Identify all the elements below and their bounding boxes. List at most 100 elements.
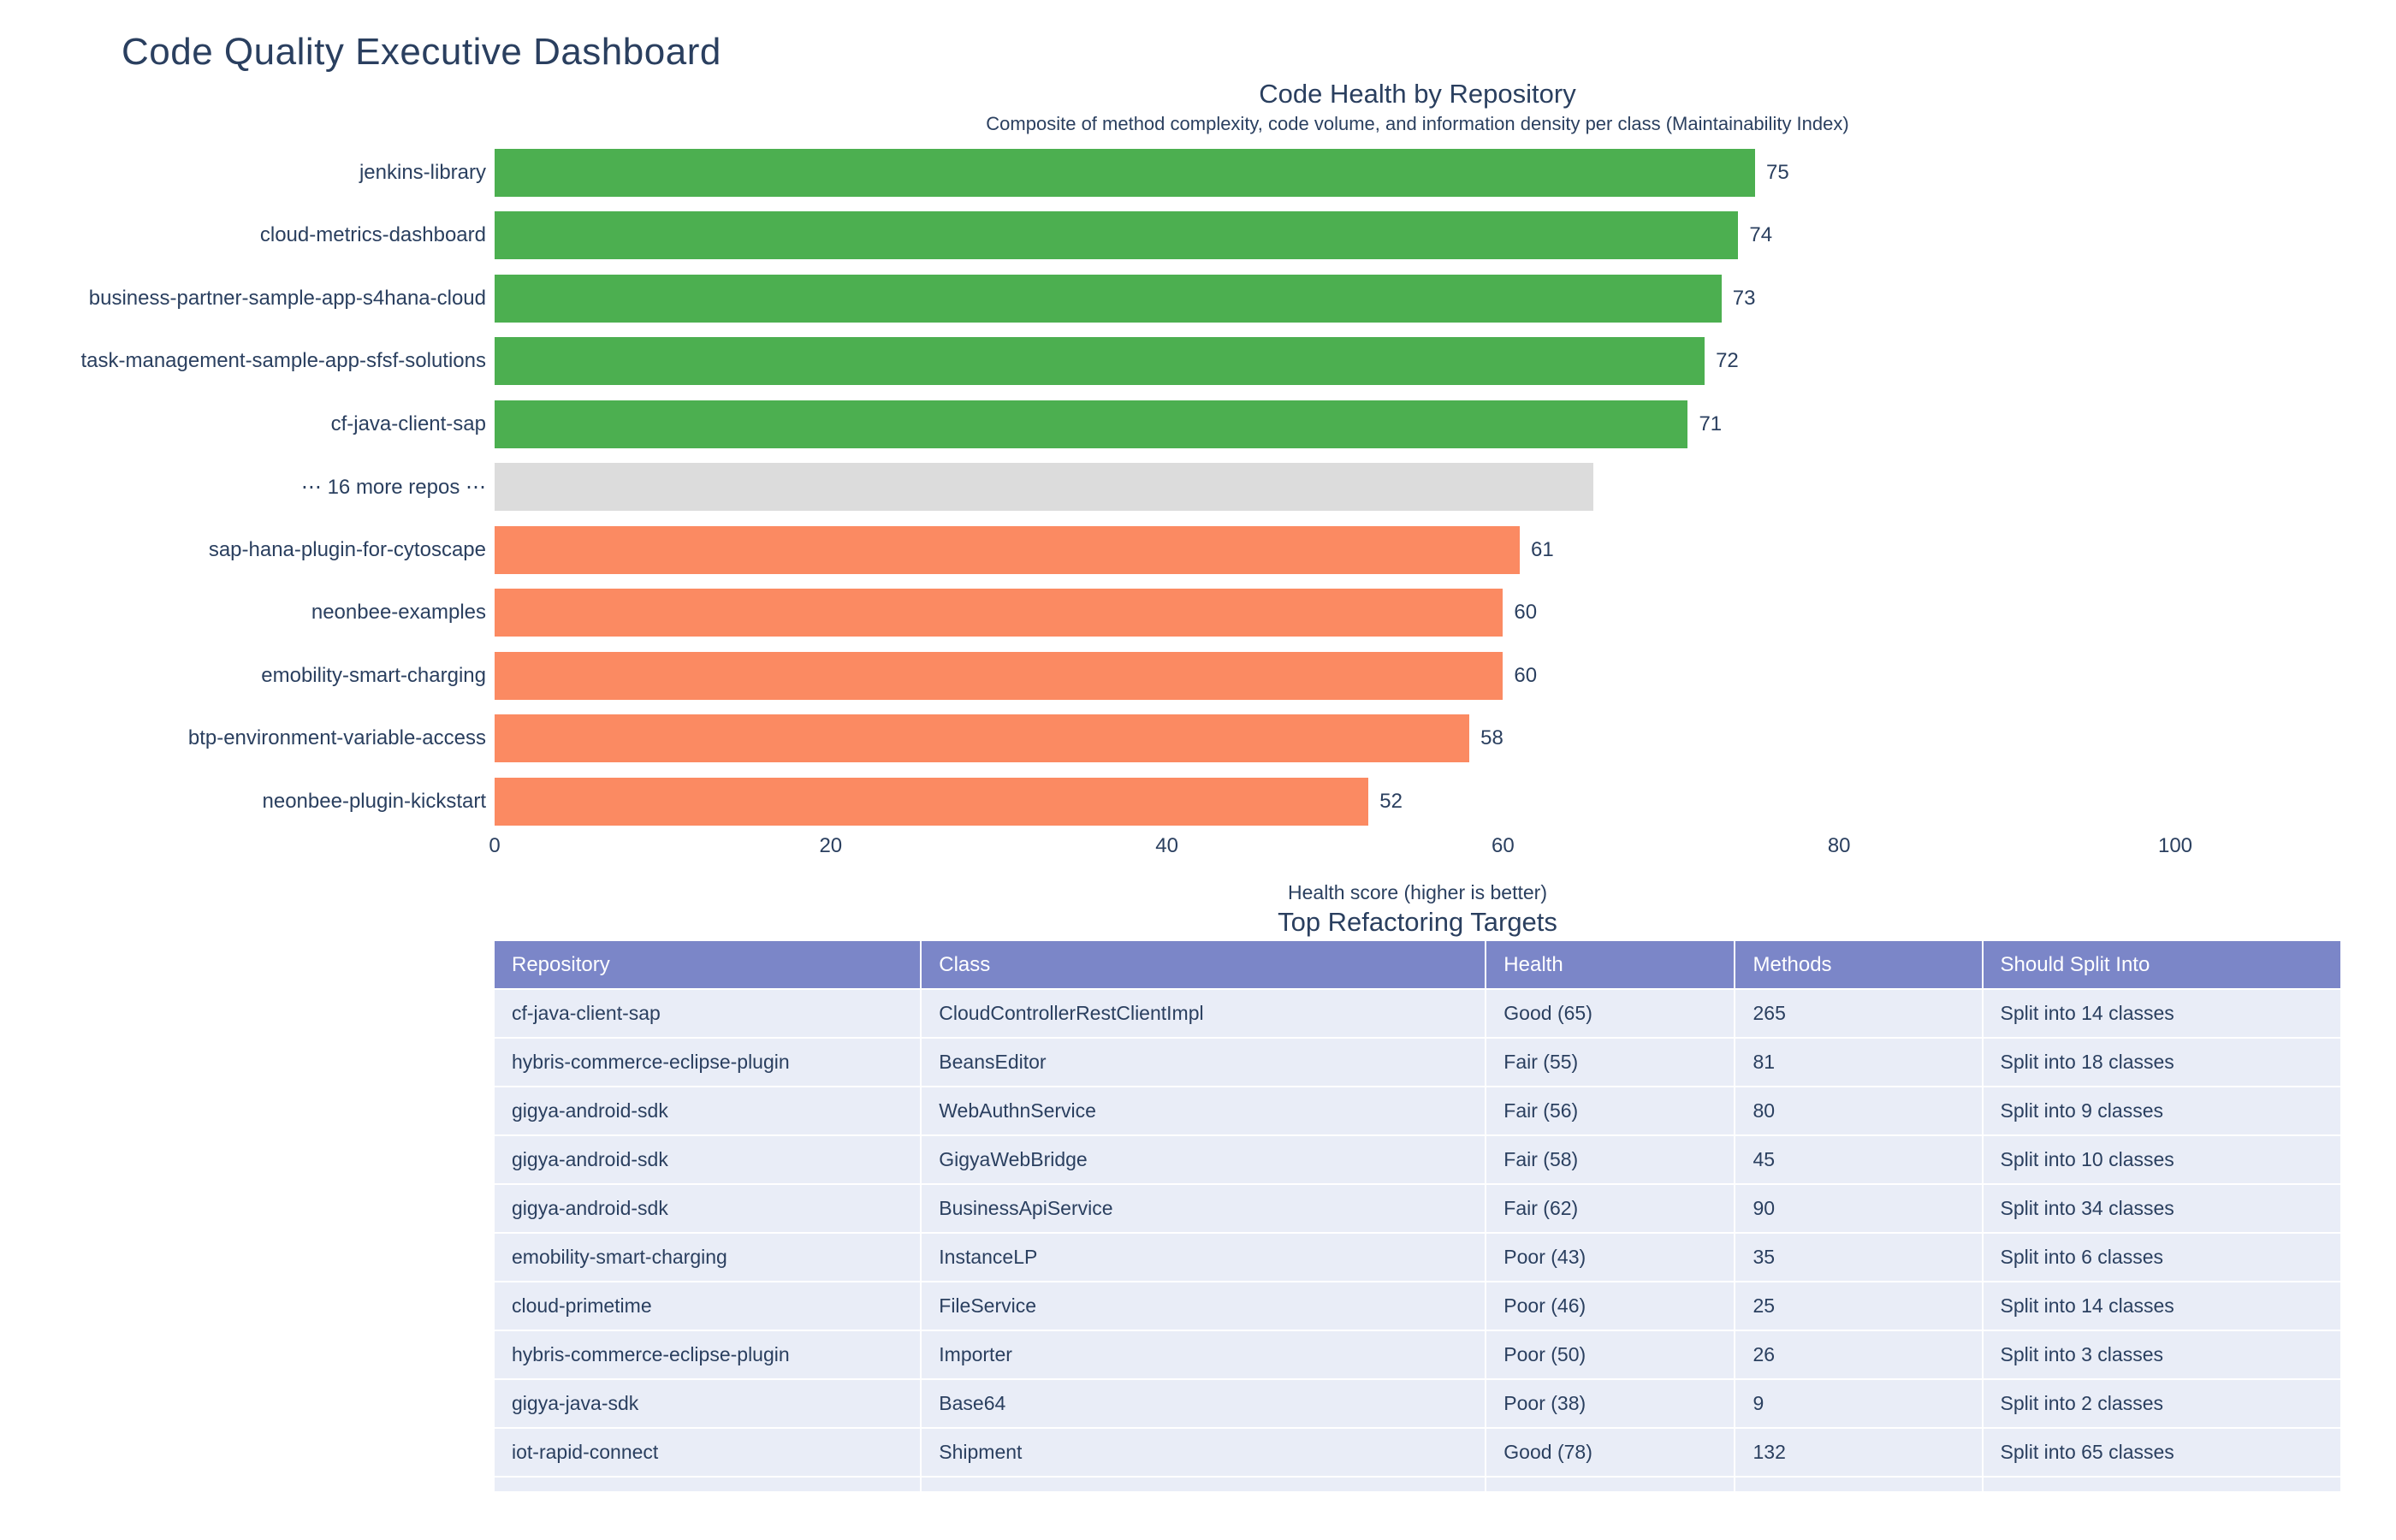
- table-cell: Split into 14 classes: [1982, 1282, 2340, 1331]
- table-header-row: Repository Class Health Methods Should Split…: [495, 941, 2340, 990]
- bar-category-label: btp-environment-variable-access: [187, 726, 486, 750]
- bar-fill: [495, 651, 1503, 700]
- x-tick-label: 100: [2157, 834, 2193, 857]
- table-cell: Good (65): [1486, 989, 1736, 1039]
- table-row: hybris-commerce-eclipse-plugin BeansEdito…: [495, 1038, 2340, 1087]
- bar-fill: [495, 714, 1470, 763]
- bar-category-label: task-management-sample-app-sfsf-solution…: [80, 349, 486, 373]
- bar-fill: [495, 463, 1594, 512]
- table-header: Repository Class Health Methods Should Split…: [495, 941, 2340, 990]
- bar-track: 71: [495, 400, 2175, 448]
- table-cell: GigyaWebBridge: [921, 1135, 1487, 1185]
- table-cell: Split into 10 classes: [1982, 1135, 2340, 1185]
- x-tick-label: 40: [1155, 834, 1178, 857]
- table-cell: 80: [1735, 1087, 1984, 1136]
- table-cell: Fair (57): [1486, 1477, 1736, 1491]
- bar-row: jenkins-library 75: [0, 141, 2175, 204]
- table-cell: 9: [1735, 1379, 1984, 1429]
- table-cell: Fair (56): [1486, 1087, 1736, 1136]
- table-header-cell: Class: [921, 941, 1487, 990]
- table-cell: Car: [921, 1477, 1487, 1491]
- page-title: Code Quality Executive Dashboard: [122, 31, 721, 73]
- bar-row: emobility-smart-charging 60: [0, 644, 2175, 708]
- table-body: cf-java-client-sap CloudControllerRestCli…: [495, 989, 2340, 1491]
- bar-value-label: 60: [1514, 601, 1538, 625]
- bar-row: cf-java-client-sap 71: [0, 393, 2175, 456]
- table-cell: Poor (43): [1486, 1233, 1736, 1282]
- bar-value-label: 58: [1480, 726, 1503, 750]
- bar-category-label: ⋯ 16 more repos ⋯: [300, 475, 486, 499]
- table-cell: Importer: [921, 1330, 1487, 1380]
- table-cell: gigya-java-sdk: [495, 1379, 922, 1429]
- bar-category-label: cf-java-client-sap: [330, 412, 486, 435]
- bar-track: [495, 463, 2175, 512]
- bar-value-label: 73: [1732, 286, 1756, 310]
- bar-track: 60: [495, 589, 2175, 637]
- bar-value-label: 75: [1766, 160, 1789, 184]
- table-cell: Split into 65 classes: [1982, 1428, 2340, 1478]
- table-cell: 132: [1735, 1428, 1984, 1478]
- table-cell: Split into 9 classes: [1982, 1087, 2340, 1136]
- table-row: cloud-primetime FileService Poor (46) 25 Spl…: [495, 1282, 2340, 1331]
- table-cell: 45: [1735, 1135, 1984, 1185]
- table-cell: BusinessApiService: [921, 1184, 1487, 1234]
- bar-fill: [495, 274, 1722, 323]
- bar-track: 58: [495, 714, 2175, 763]
- table-cell: gigya-android-sdk: [495, 1087, 922, 1136]
- bar-category-label: emobility-smart-charging: [261, 663, 486, 687]
- table-cell: Split into 6 classes: [1982, 1233, 2340, 1282]
- table-cell: gigya-android-sdk: [495, 1135, 922, 1185]
- table-row: cf-java-client-sap CloudControllerRestCli…: [495, 989, 2340, 1039]
- bar-chart: jenkins-library 75 cloud-metrics-dashboa…: [0, 141, 2175, 833]
- table-cell: cloud-primetime: [495, 1282, 922, 1331]
- table-cell: Poor (50): [1486, 1330, 1736, 1380]
- table-row: gigya-android-sdk WebAuthnService Fair (56…: [495, 1087, 2340, 1136]
- table-cell: Split into 18 classes: [1982, 1038, 2340, 1087]
- table-header-cell: Health: [1486, 941, 1736, 990]
- table-cell: 35: [1735, 1233, 1984, 1282]
- bar-value-label: 61: [1531, 537, 1554, 561]
- table-header-cell: Methods: [1735, 941, 1984, 990]
- bar-value-label: 60: [1514, 663, 1538, 687]
- table-cell: Split into 34 classes: [1982, 1184, 2340, 1234]
- table-cell: 81: [1735, 1038, 1984, 1087]
- bar-value-label: 72: [1716, 349, 1739, 373]
- table-cell: Split into 14 classes: [1982, 989, 2340, 1039]
- table-cell: 90: [1735, 1184, 1984, 1234]
- bar-fill: [495, 211, 1739, 260]
- refactoring-table: Repository Class Health Methods Should Split…: [495, 941, 2340, 1491]
- bar-fill: [495, 400, 1688, 448]
- table-header-cell: Repository: [495, 941, 922, 990]
- bar-fill: [495, 148, 1755, 197]
- table-cell: Split into 3 classes: [1982, 1477, 2340, 1491]
- bar-track: 73: [495, 274, 2175, 323]
- table-header-cell: Should Split Into: [1982, 941, 2340, 990]
- table-cell: Shipment: [921, 1428, 1487, 1478]
- table-cell: Split into 3 classes: [1982, 1330, 2340, 1380]
- table-cell: Base64: [921, 1379, 1487, 1429]
- x-tick-label: 0: [489, 834, 501, 857]
- table-row: emobility-smart-charging InstanceLP Poor (…: [495, 1233, 2340, 1282]
- table-cell: Fair (55): [1486, 1038, 1736, 1087]
- bar-category-label: neonbee-plugin-kickstart: [262, 789, 486, 813]
- bar-fill: [495, 777, 1369, 826]
- bar-track: 52: [495, 777, 2175, 826]
- table-row: iot-rapid-connect Shipment Good (78) 132 Spl…: [495, 1428, 2340, 1478]
- table-cell: InstanceLP: [921, 1233, 1487, 1282]
- table-cell: 25: [1735, 1282, 1984, 1331]
- table-row: gigya-android-sdk GigyaWebBridge Fair (58)…: [495, 1135, 2340, 1185]
- table-cell: FileService: [921, 1282, 1487, 1331]
- bar-row: business-partner-sample-app-s4hana-cloud…: [0, 267, 2175, 330]
- table-cell: emobility-smart-charging: [495, 1233, 922, 1282]
- bar-row: btp-environment-variable-access 58: [0, 708, 2175, 771]
- bar-track: 72: [495, 337, 2175, 386]
- bar-category-label: cloud-metrics-dashboard: [259, 223, 486, 247]
- table-cell: cf-java-client-sap: [495, 989, 922, 1039]
- table-cell: 265: [1735, 989, 1984, 1039]
- x-tick-label: 60: [1492, 834, 1515, 857]
- bar-row: cloud-metrics-dashboard 74: [0, 204, 2175, 268]
- table-row: gigya-android-sdk BusinessApiService Fair …: [495, 1184, 2340, 1234]
- table-cell: BeansEditor: [921, 1038, 1487, 1087]
- bar-row: neonbee-examples 60: [0, 582, 2175, 645]
